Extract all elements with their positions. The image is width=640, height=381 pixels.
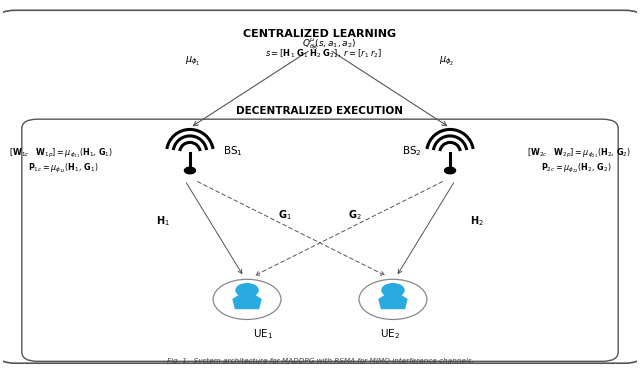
- Text: $\mathbf{P}_{2c} = \mu_{\phi_{22}}( \mathbf{H}_2,\, \mathbf{G}_2)$: $\mathbf{P}_{2c} = \mu_{\phi_{22}}( \mat…: [541, 162, 612, 175]
- Text: $\mathbf{H}_2$: $\mathbf{H}_2$: [470, 214, 484, 228]
- Text: UE$_2$: UE$_2$: [380, 328, 400, 341]
- Text: $\mathbf{G}_1$: $\mathbf{G}_1$: [278, 208, 292, 223]
- Text: UE$_1$: UE$_1$: [253, 328, 273, 341]
- Text: $\mu_{\phi_1}$: $\mu_{\phi_1}$: [186, 54, 201, 67]
- Circle shape: [184, 167, 195, 174]
- Text: $[ \mathbf{W}_{2c} \quad \mathbf{W}_{2p}] = \mu_{\phi_{21}}( \mathbf{H}_2,\, \ma: $[ \mathbf{W}_{2c} \quad \mathbf{W}_{2p}…: [527, 146, 631, 160]
- Text: DECENTRALIZED EXECUTION: DECENTRALIZED EXECUTION: [237, 106, 403, 116]
- Polygon shape: [379, 294, 407, 309]
- Text: Fig. 1.  System architecture for MADDPG with RSMA for MIMO interference channels: Fig. 1. System architecture for MADDPG w…: [166, 358, 474, 364]
- FancyBboxPatch shape: [22, 119, 618, 361]
- Text: CENTRALIZED LEARNING: CENTRALIZED LEARNING: [243, 29, 397, 38]
- Text: $Q^{\mu}_{\theta_i}(s, a_1, a_2)$: $Q^{\mu}_{\theta_i}(s, a_1, a_2)$: [302, 36, 356, 52]
- Text: $\mathbf{G}_2$: $\mathbf{G}_2$: [348, 208, 362, 223]
- Circle shape: [236, 284, 258, 297]
- Text: BS$_2$: BS$_2$: [403, 144, 422, 158]
- FancyBboxPatch shape: [0, 10, 640, 363]
- Text: $\mathbf{H}_1$: $\mathbf{H}_1$: [156, 214, 170, 228]
- Text: BS$_1$: BS$_1$: [223, 144, 243, 158]
- Circle shape: [382, 284, 404, 297]
- Text: $\mathbf{P}_{1c} = \mu_{\phi_{12}}( \mathbf{H}_1,\, \mathbf{G}_1)$: $\mathbf{P}_{1c} = \mu_{\phi_{12}}( \mat…: [28, 162, 99, 175]
- Polygon shape: [233, 294, 261, 309]
- Circle shape: [445, 167, 456, 174]
- Text: $[ \mathbf{W}_{1c} \quad \mathbf{W}_{1p}] = \mu_{\phi_{11}}( \mathbf{H}_1,\, \ma: $[ \mathbf{W}_{1c} \quad \mathbf{W}_{1p}…: [9, 146, 113, 160]
- Text: $s = [\mathbf{H}_1\;\mathbf{G}_1\;\mathbf{H}_2\;\mathbf{G}_2 ],\; r = [ r_1\; r_: $s = [\mathbf{H}_1\;\mathbf{G}_1\;\mathb…: [264, 48, 382, 61]
- Text: $\mu_{\phi_2}$: $\mu_{\phi_2}$: [439, 54, 454, 67]
